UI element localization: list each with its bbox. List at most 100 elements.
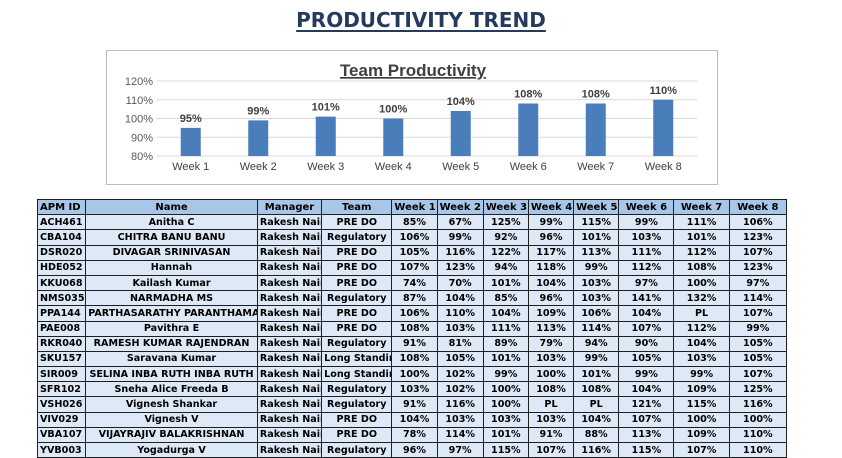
team-cell: PRE DO <box>321 426 393 444</box>
week-2-cell: 70% <box>436 274 484 292</box>
week-8-cell: 105% <box>728 350 788 368</box>
name-cell: VIJAYRAJIV BALAKRISHNAN <box>85 426 258 444</box>
manager-cell: Rakesh Nair <box>256 381 323 398</box>
week-2-cell: 123% <box>436 259 484 276</box>
week-7-cell: 112% <box>673 244 730 261</box>
name-cell: DIVAGAR SRINIVASAN <box>85 244 258 261</box>
week-5-cell: 114% <box>573 320 620 337</box>
manager-cell: Rakesh Nair <box>256 335 323 352</box>
week-2-cell: 99% <box>436 229 484 246</box>
week-8-cell: 123% <box>728 229 788 246</box>
week-7-cell: 132% <box>673 290 730 307</box>
table-row: PPA144 PARTHASARATHY PARANTHAMAN Rakesh Na… <box>36 305 788 322</box>
week-1-cell: 100% <box>391 366 438 383</box>
week-1-cell: 74% <box>391 274 438 292</box>
chart-title: Team Productivity <box>340 61 487 80</box>
week-3-cell: 111% <box>482 320 529 337</box>
week-5-cell: 101% <box>573 229 620 246</box>
team-cell: Regulatory <box>321 396 393 413</box>
name-cell: Sneha Alice Freeda B <box>85 381 258 398</box>
col-week-8-header: Week 8 <box>728 198 788 216</box>
week-2-cell: 67% <box>436 214 484 231</box>
week-8-cell: 97% <box>728 274 788 292</box>
name-cell: CHITRA BANU BANU <box>85 229 258 246</box>
team-cell: Long Standing <box>321 366 393 383</box>
data-label-week-5: 104% <box>447 96 475 108</box>
week-3-cell: 85% <box>482 290 529 307</box>
week-3-cell: 101% <box>482 426 529 444</box>
col-week-7-header: Week 7 <box>673 198 730 216</box>
week-8-cell: 107% <box>728 366 788 383</box>
week-4-cell: 104% <box>527 274 575 292</box>
week-8-cell: 106% <box>728 214 788 231</box>
week-8-cell: 107% <box>728 244 788 261</box>
team-cell: PRE DO <box>321 320 393 337</box>
week-7-cell: 109% <box>673 381 730 398</box>
week-7-cell: 101% <box>673 229 730 246</box>
name-cell: NARMADHA MS <box>85 290 258 307</box>
apm-id-cell: SIR009 <box>36 366 87 383</box>
bar-week-6 <box>518 103 539 156</box>
week-5-cell: 94% <box>573 335 620 352</box>
data-label-week-7: 108% <box>582 89 610 101</box>
manager-cell: Rakesh Nair <box>256 426 323 444</box>
week-6-cell: 113% <box>618 426 675 444</box>
week-1-cell: 106% <box>391 305 438 322</box>
manager-cell: Rakesh Nair <box>256 411 323 428</box>
week-6-cell: 141% <box>618 290 675 307</box>
week-6-cell: 107% <box>618 320 675 337</box>
apm-id-cell: NMS035 <box>36 290 87 307</box>
table-row: VIV029 Vignesh V Rakesh Nair PRE DO 104% 103%… <box>36 411 788 428</box>
data-label-week-2: 99% <box>247 105 269 117</box>
table-body: ACH461 Anitha C Rakesh Nair PRE DO 85% 67% 125… <box>36 214 788 458</box>
week-1-cell: 91% <box>391 335 438 352</box>
team-productivity-chart: Team Productivity 80% 90% 100% 110% 120% 95%… <box>106 50 718 185</box>
week-6-cell: 111% <box>618 244 675 261</box>
week-4-cell: 117% <box>527 244 575 261</box>
chart-canvas: Team Productivity 80% 90% 100% 110% 120% 95%… <box>125 61 697 173</box>
apm-id-cell: VBA107 <box>36 426 87 444</box>
week-3-cell: 100% <box>482 381 529 398</box>
table-row: ACH461 Anitha C Rakesh Nair PRE DO 85% 67% 125… <box>36 214 788 231</box>
table-row: PAE008 Pavithra E Rakesh Nair PRE DO 108% 103… <box>36 320 788 337</box>
week-5-cell: 88% <box>573 426 620 444</box>
week-7-cell: 99% <box>673 366 730 383</box>
y-tick-label: 100% <box>125 114 153 126</box>
col-week-5-header: Week 5 <box>573 198 620 216</box>
week-3-cell: 99% <box>482 366 529 383</box>
week-1-cell: 96% <box>391 441 438 458</box>
week-7-cell: 104% <box>673 335 730 352</box>
week-7-cell: 108% <box>673 259 730 276</box>
manager-cell: Rakesh Nair <box>256 214 323 231</box>
week-6-cell: 97% <box>618 274 675 292</box>
week-6-cell: 104% <box>618 305 675 322</box>
week-6-cell: 112% <box>618 259 675 276</box>
data-label-week-6: 108% <box>514 89 542 101</box>
week-7-cell: PL <box>673 305 730 322</box>
week-6-cell: 103% <box>618 229 675 246</box>
col-week-2-header: Week 2 <box>436 198 484 216</box>
week-8-cell: 100% <box>728 411 788 428</box>
week-1-cell: 103% <box>391 381 438 398</box>
week-6-cell: 121% <box>618 396 675 413</box>
y-tick-label: 120% <box>125 76 153 88</box>
week-1-cell: 107% <box>391 259 438 276</box>
table-row: NMS035 NARMADHA MS Rakesh Nair Regulatory 87… <box>36 290 788 307</box>
name-cell: Anitha C <box>85 214 258 231</box>
table-row: VSH026 Vignesh Shankar Rakesh Nair Regulato… <box>36 396 788 413</box>
bar-week-5 <box>450 111 471 156</box>
week-8-cell: 105% <box>728 335 788 352</box>
bar-week-8 <box>653 99 674 156</box>
table-row: KKU068 Kailash Kumar Rakesh Nair PRE DO 74% 7… <box>36 274 788 292</box>
name-cell: Yogadurga V <box>85 441 258 458</box>
week-3-cell: 122% <box>482 244 529 261</box>
data-label-week-3: 101% <box>312 102 340 114</box>
team-cell: Regulatory <box>321 381 393 398</box>
y-tick-label: 90% <box>131 132 153 144</box>
week-4-cell: 99% <box>527 214 575 231</box>
week-8-cell: 114% <box>728 290 788 307</box>
apm-id-cell: SKU157 <box>36 350 87 368</box>
team-cell: PRE DO <box>321 411 393 428</box>
week-6-cell: 90% <box>618 335 675 352</box>
